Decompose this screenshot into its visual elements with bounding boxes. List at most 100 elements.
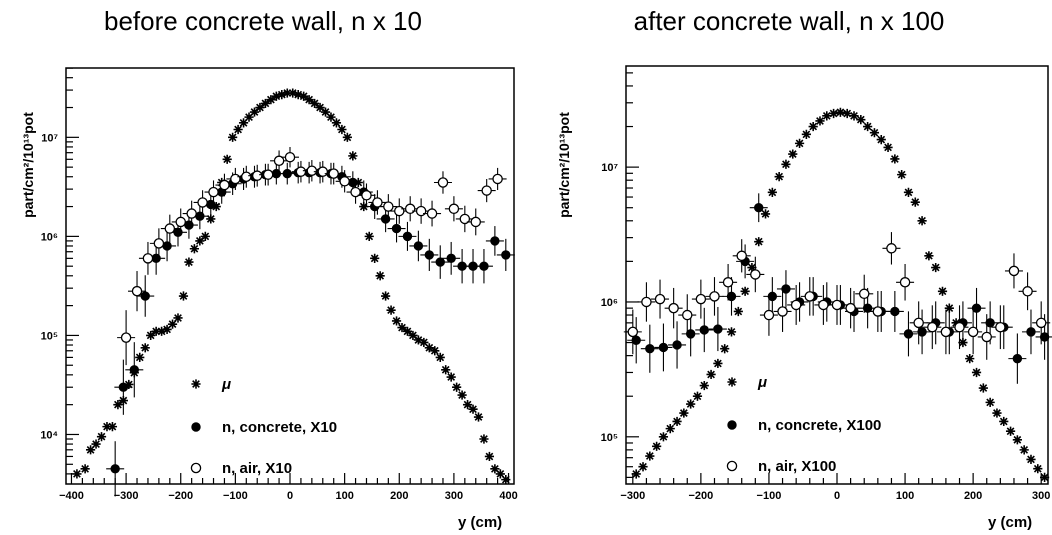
data-point (479, 434, 489, 444)
legend-label: n, air, X100 (758, 458, 836, 475)
data-point (1012, 435, 1022, 445)
data-point (129, 365, 139, 375)
data-point (446, 253, 456, 264)
data-point (391, 223, 402, 234)
data-point (255, 102, 265, 113)
data-point (726, 327, 737, 337)
data-point (754, 237, 764, 247)
x-tick-label: −100 (757, 490, 782, 502)
y-tick-label: 10⁵ (601, 432, 618, 444)
data-point (672, 416, 682, 427)
data-point (424, 250, 435, 260)
data-point (818, 299, 829, 311)
data-point (391, 316, 402, 326)
data-point (722, 277, 734, 288)
data-point (151, 326, 161, 336)
data-point (402, 326, 413, 336)
data-point (173, 313, 183, 323)
chart-title: before concrete wall, n x 10 (104, 6, 422, 36)
data-point (1008, 265, 1020, 277)
data-point (978, 383, 988, 393)
data-point (849, 111, 859, 121)
data-point (801, 129, 811, 139)
data-point (457, 390, 467, 400)
legend-label: μ (757, 374, 767, 391)
data-point (709, 291, 720, 302)
data-point (835, 107, 846, 117)
x-tick-label: 400 (499, 490, 517, 502)
data-point (501, 250, 511, 260)
chart-panel-right: after concrete wall, n x 100 part/cm²/10… (526, 0, 1052, 535)
data-point (342, 132, 352, 142)
data-point (157, 326, 167, 336)
data-point (668, 302, 679, 314)
data-point (288, 88, 298, 98)
data-point (184, 257, 194, 267)
data-point (426, 208, 438, 219)
data-point (863, 121, 873, 132)
data-point (208, 186, 219, 198)
data-point (828, 108, 839, 119)
data-point (96, 432, 107, 442)
legend-label: n, concrete, X100 (758, 417, 881, 434)
data-point (641, 296, 652, 308)
data-point (831, 299, 843, 311)
data-point (402, 231, 413, 242)
y-tick-label: 10⁶ (41, 231, 58, 243)
data-point (277, 90, 287, 100)
data-point (135, 352, 145, 363)
data-point (903, 187, 914, 197)
data-point (490, 464, 500, 474)
data-point (692, 391, 703, 401)
data-point (927, 321, 938, 333)
data-point (924, 251, 934, 261)
data-point (808, 121, 818, 132)
data-point (876, 135, 886, 145)
data-point (897, 170, 907, 180)
x-tick-label: 200 (390, 490, 408, 502)
data-point (937, 286, 948, 296)
y-tick-label: 10⁶ (601, 297, 618, 309)
data-point (167, 319, 178, 329)
data-point (404, 203, 416, 215)
data-point (685, 329, 696, 339)
data-point (380, 214, 391, 224)
data-point (189, 244, 199, 254)
data-point (995, 321, 1006, 333)
data-point (219, 179, 230, 191)
data-point (645, 344, 655, 354)
data-point (110, 464, 120, 474)
data-point (944, 303, 954, 313)
plot-area: −300 −200 −100 0 100 200 300 10⁵ 10⁶ 10⁷ μ n, concr… (601, 65, 1052, 502)
data-point (186, 208, 197, 219)
data-point (501, 475, 511, 485)
x-tick-label: −400 (59, 490, 84, 502)
data-point (337, 124, 347, 135)
data-point (251, 170, 263, 181)
y-tick-label: 10⁷ (601, 162, 618, 174)
data-point (266, 95, 276, 105)
data-point (304, 95, 314, 105)
data-point (981, 331, 992, 343)
data-point (413, 241, 424, 251)
legend-label: n, concrete, X10 (222, 419, 337, 436)
data-point (273, 155, 285, 167)
data-point (448, 203, 460, 215)
data-point (339, 176, 350, 187)
x-tick-label: 100 (335, 490, 353, 502)
legend-label: μ (221, 376, 231, 393)
data-point (241, 171, 252, 182)
data-point (645, 451, 655, 461)
data-point (370, 253, 380, 263)
data-point (910, 197, 920, 207)
data-point (940, 326, 952, 338)
data-point (140, 291, 150, 301)
data-point (1026, 327, 1036, 337)
data-point (767, 291, 778, 302)
data-point (452, 382, 462, 392)
data-point (917, 216, 927, 226)
data-point (244, 112, 254, 122)
data-point (80, 464, 90, 474)
data-point (470, 216, 482, 228)
data-point (754, 203, 764, 213)
